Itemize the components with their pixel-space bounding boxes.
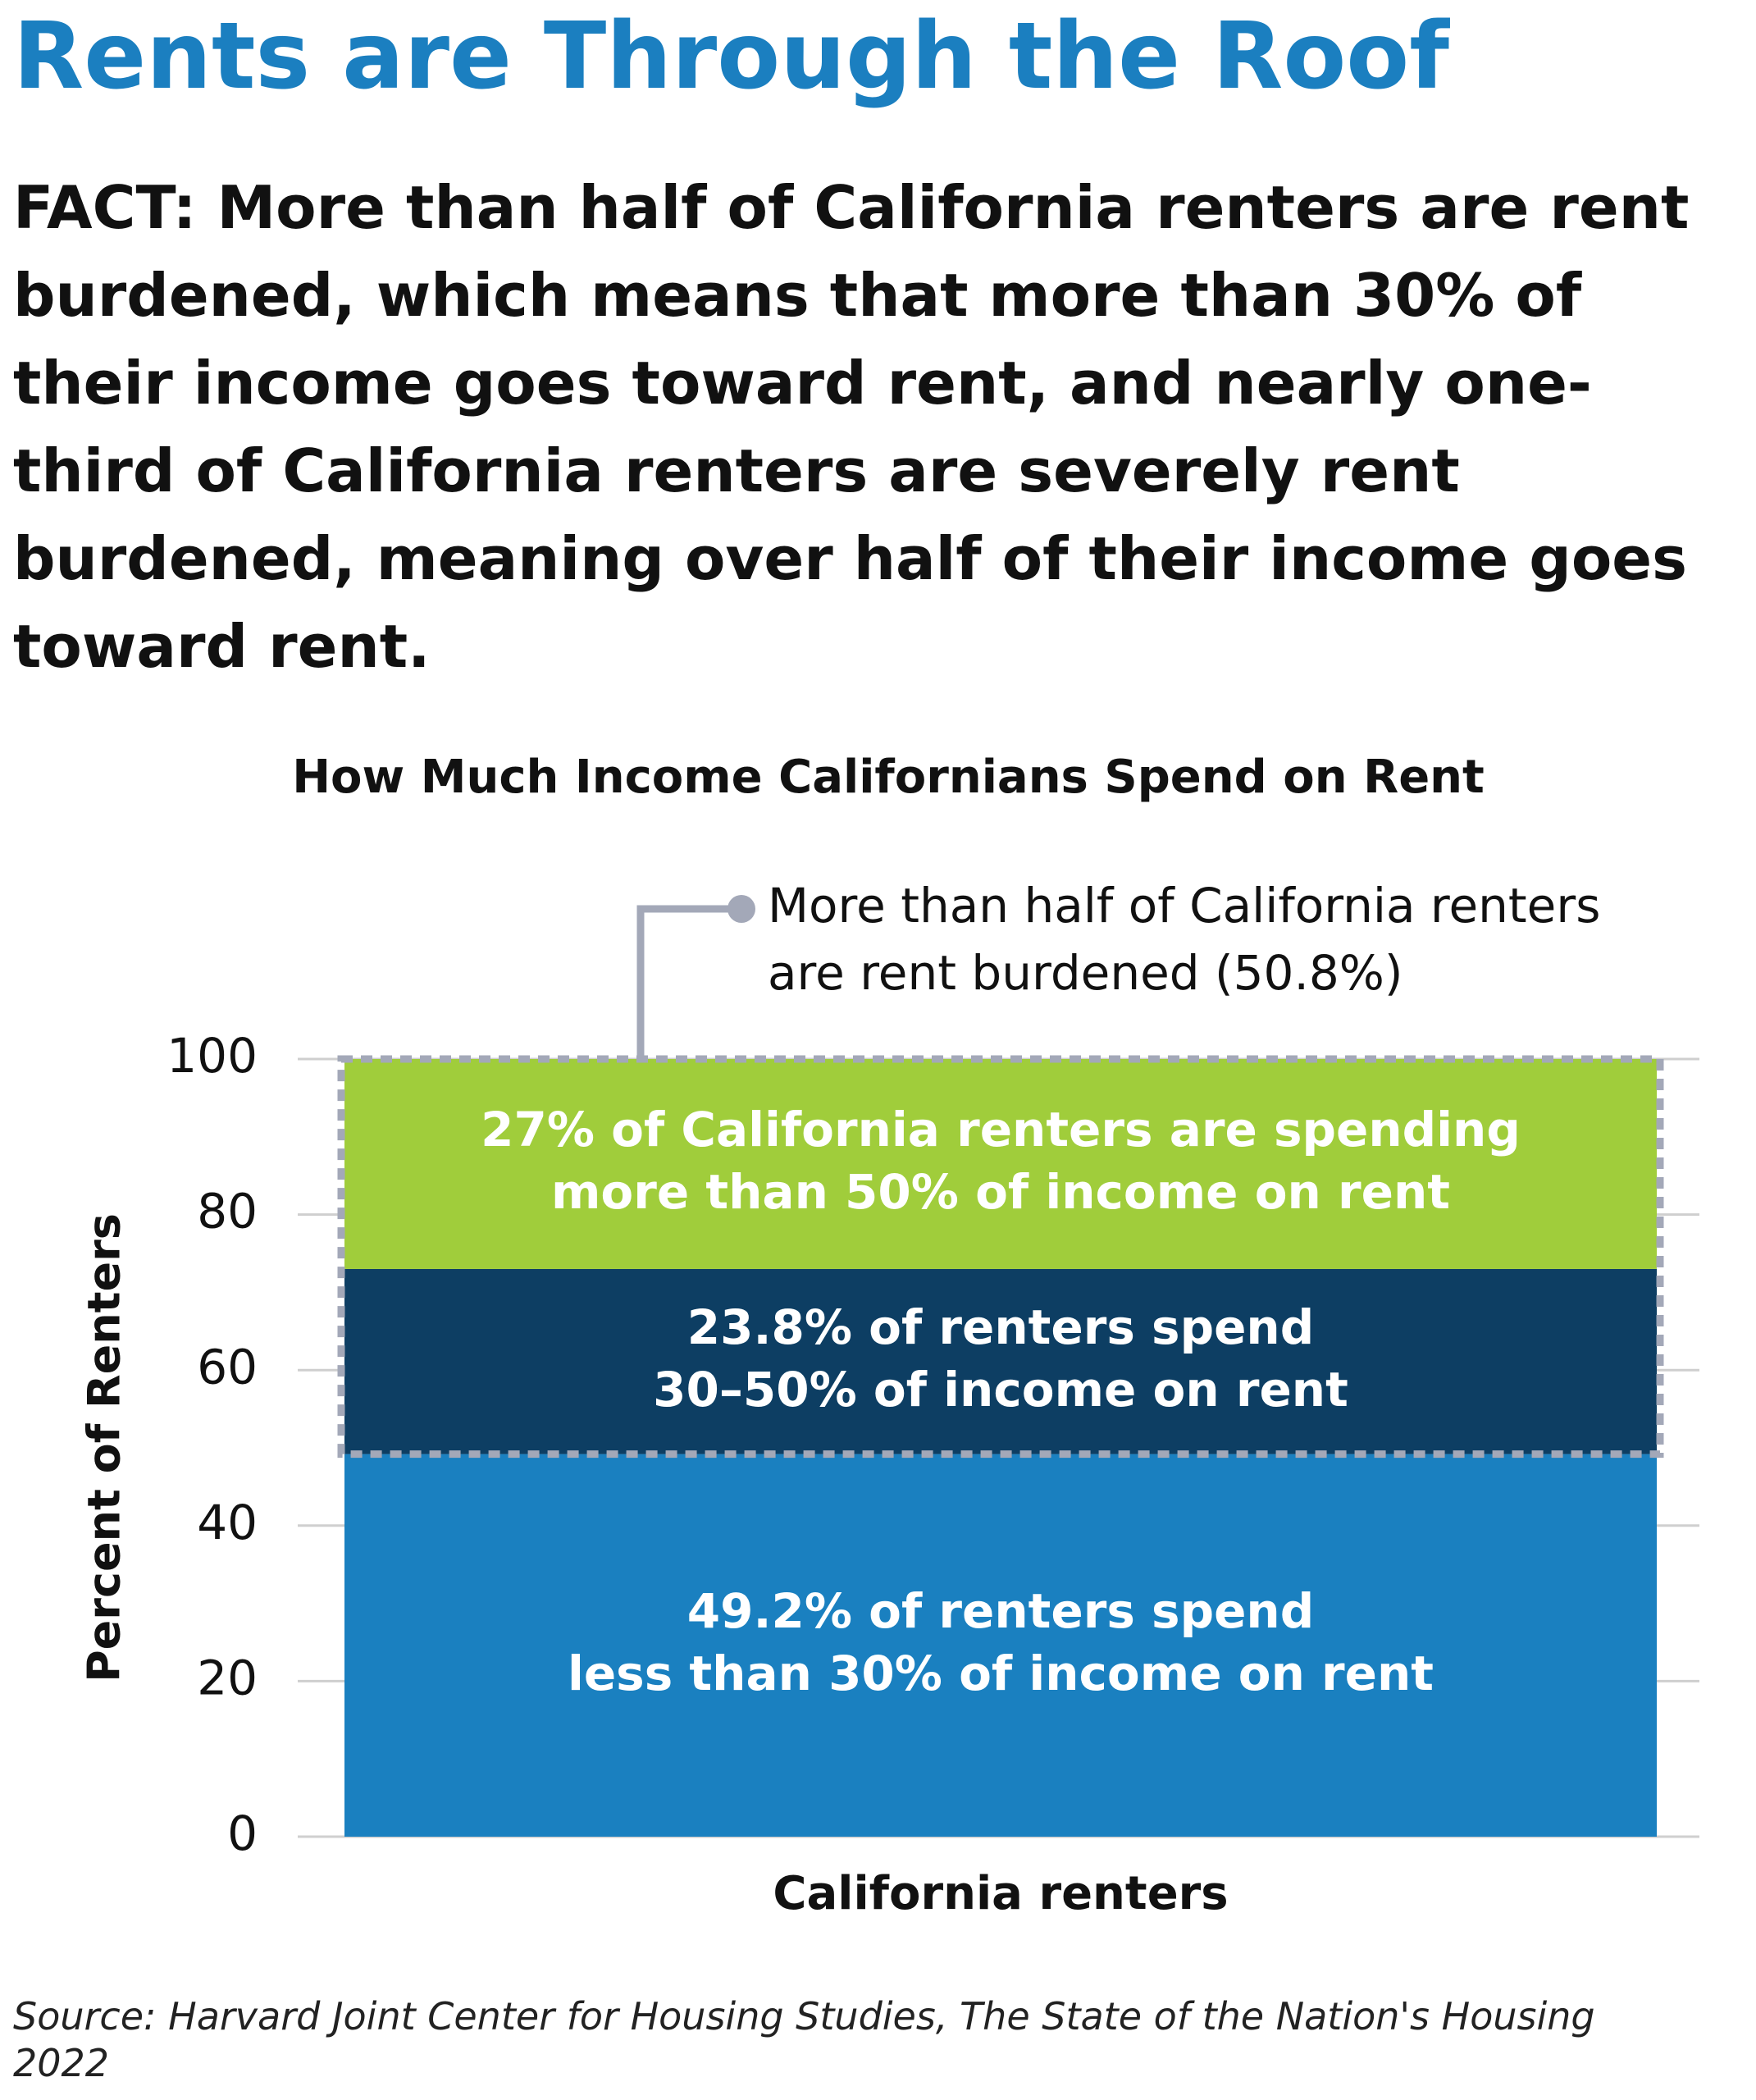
chart-title: How Much Income Californians Spend on Re… — [292, 751, 1485, 804]
source: Source: Harvard Joint Center for Housing… — [13, 1994, 1595, 2085]
segment-label: 23.8% of renters spend — [687, 1299, 1314, 1355]
page-title: Rents are Through the Roof — [13, 3, 1449, 110]
annotation-text: More than half of California renters — [768, 878, 1600, 934]
y-axis-label: Percent of Renters — [79, 1213, 130, 1682]
segment-label: less than 30% of income on rent — [568, 1646, 1434, 1701]
segment-label: 49.2% of renters spend — [687, 1583, 1314, 1639]
annotation-text: are rent burdened (50.8%) — [768, 945, 1403, 1001]
segment-label: 27% of California renters are spending — [481, 1102, 1521, 1157]
annotation-dot — [727, 895, 755, 923]
fact-body: More than half of California renters are… — [13, 173, 1690, 681]
y-tick-label: 20 — [197, 1650, 258, 1706]
bar-segment — [344, 1268, 1657, 1454]
fact-label: FACT: — [13, 173, 197, 242]
x-category-label: California renters — [773, 1867, 1228, 1920]
fact-text: FACT: More than half of California rente… — [13, 164, 1744, 691]
segment-label: more than 50% of income on rent — [551, 1164, 1450, 1220]
segment-label: 30–50% of income on rent — [653, 1362, 1348, 1418]
y-tick-label: 100 — [166, 1028, 258, 1084]
annotation-connector — [636, 905, 741, 1059]
y-tick-label: 0 — [227, 1806, 258, 1861]
burdened-outline — [337, 1055, 1664, 1459]
bar-segment — [344, 1454, 1657, 1837]
y-tick-label: 60 — [197, 1339, 258, 1395]
y-tick-label: 40 — [197, 1495, 258, 1550]
y-tick-label: 80 — [197, 1184, 258, 1239]
bar-segment — [344, 1059, 1657, 1269]
